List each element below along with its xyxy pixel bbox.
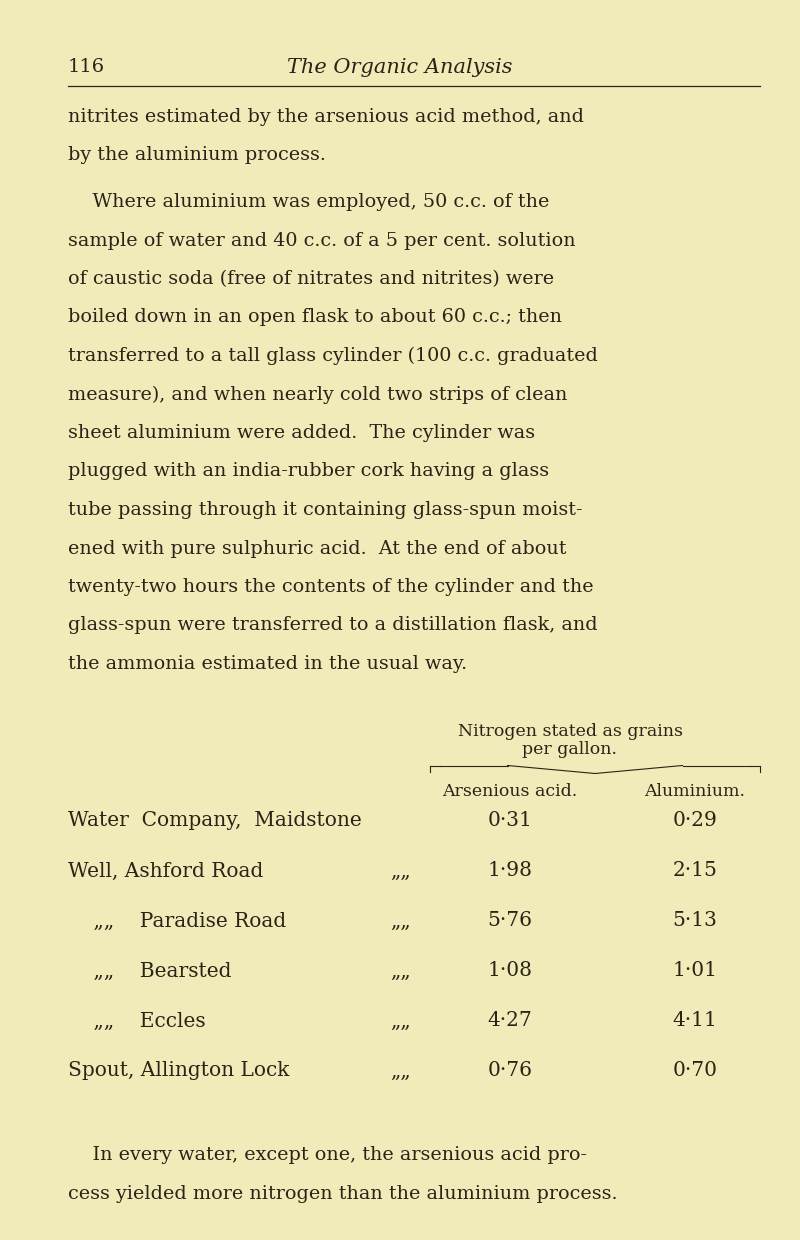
Text: 0·76: 0·76 (487, 1061, 533, 1080)
Text: 5·76: 5·76 (487, 911, 533, 930)
Text: tube passing through it containing glass-spun moist-: tube passing through it containing glass… (68, 501, 582, 520)
Text: „„: „„ (390, 911, 410, 930)
Text: The Organic Analysis: The Organic Analysis (287, 58, 513, 77)
Text: „„: „„ (390, 862, 410, 880)
Text: sample of water and 40 c.c. of a 5 per cent. solution: sample of water and 40 c.c. of a 5 per c… (68, 232, 576, 249)
Text: Spout, Allington Lock: Spout, Allington Lock (68, 1061, 290, 1080)
Text: In every water, except one, the arsenious acid pro-: In every water, except one, the arseniou… (68, 1147, 587, 1164)
Text: sheet aluminium were added.  The cylinder was: sheet aluminium were added. The cylinder… (68, 424, 535, 441)
Text: nitrites estimated by the arsenious acid method, and: nitrites estimated by the arsenious acid… (68, 108, 584, 126)
Text: per gallon.: per gallon. (522, 742, 618, 759)
Text: boiled down in an open flask to about 60 c.c.; then: boiled down in an open flask to about 60… (68, 309, 562, 326)
Text: „„    Bearsted: „„ Bearsted (68, 961, 231, 981)
Text: „„: „„ (390, 961, 410, 981)
Text: „„    Eccles: „„ Eccles (68, 1012, 206, 1030)
Text: Nitrogen stated as grains: Nitrogen stated as grains (458, 723, 682, 740)
Text: 116: 116 (68, 58, 105, 76)
Text: plugged with an india-rubber cork having a glass: plugged with an india-rubber cork having… (68, 463, 549, 480)
Text: Water  Company,  Maidstone: Water Company, Maidstone (68, 811, 362, 831)
Text: glass-spun were transferred to a distillation flask, and: glass-spun were transferred to a distill… (68, 616, 598, 635)
Text: 1·98: 1·98 (487, 862, 533, 880)
Text: Well, Ashford Road: Well, Ashford Road (68, 862, 263, 880)
Text: „„: „„ (390, 1012, 410, 1030)
Text: 4·27: 4·27 (488, 1012, 532, 1030)
Text: 4·11: 4·11 (673, 1012, 718, 1030)
Text: 0·29: 0·29 (673, 811, 718, 831)
Text: 5·13: 5·13 (673, 911, 718, 930)
Text: by the aluminium process.: by the aluminium process. (68, 146, 326, 165)
Text: 1·01: 1·01 (673, 961, 718, 981)
Text: „„: „„ (390, 1061, 410, 1080)
Text: „„    Paradise Road: „„ Paradise Road (68, 911, 286, 930)
Text: twenty-two hours the contents of the cylinder and the: twenty-two hours the contents of the cyl… (68, 578, 594, 596)
Text: transferred to a tall glass cylinder (100 c.c. graduated: transferred to a tall glass cylinder (10… (68, 347, 598, 366)
Text: the ammonia estimated in the usual way.: the ammonia estimated in the usual way. (68, 655, 467, 673)
Text: Aluminium.: Aluminium. (645, 784, 746, 801)
Text: of caustic soda (free of nitrates and nitrites) were: of caustic soda (free of nitrates and ni… (68, 270, 554, 288)
Text: 2·15: 2·15 (673, 862, 718, 880)
Text: 0·31: 0·31 (487, 811, 533, 831)
Text: cess yielded more nitrogen than the aluminium process.: cess yielded more nitrogen than the alum… (68, 1185, 618, 1203)
Text: 0·70: 0·70 (673, 1061, 718, 1080)
Text: 1·08: 1·08 (487, 961, 533, 981)
Text: Where aluminium was employed, 50 c.c. of the: Where aluminium was employed, 50 c.c. of… (68, 193, 550, 211)
Text: measure), and when nearly cold two strips of clean: measure), and when nearly cold two strip… (68, 386, 567, 404)
Text: Arsenious acid.: Arsenious acid. (442, 784, 578, 801)
Text: ened with pure sulphuric acid.  At the end of about: ened with pure sulphuric acid. At the en… (68, 539, 566, 558)
